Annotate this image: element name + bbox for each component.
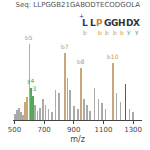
svg-text:P: P [96,18,103,28]
svg-text:b7: b7 [61,43,69,50]
svg-text:b: b [120,29,124,36]
svg-text:700: 700 [37,126,50,134]
svg-text:Seq: LLPGGB21GABODTECODGOLA: Seq: LLPGGB21GABODTECODGOLA [16,1,141,9]
svg-text:1300: 1300 [124,126,142,134]
svg-text:900: 900 [67,126,80,134]
svg-text:G: G [111,18,118,28]
svg-text:H: H [118,18,126,28]
svg-text:y3: y3 [29,85,37,93]
svg-text:L: L [82,18,88,28]
svg-text:b: b [105,29,109,36]
svg-text:X: X [133,18,140,28]
svg-text:y4: y4 [27,77,35,85]
svg-text:500: 500 [8,126,21,134]
svg-text:L: L [90,18,96,28]
svg-text:G: G [104,18,111,28]
svg-text:D: D [126,18,133,28]
svg-text:b: b [113,29,117,36]
svg-text:b5: b5 [25,34,33,41]
svg-text:1100: 1100 [95,126,113,134]
svg-text:b: b [98,29,102,36]
svg-text:+: + [79,12,84,19]
svg-text:y: y [127,28,131,36]
svg-text:m/z: m/z [70,135,85,144]
svg-text:b8: b8 [77,58,85,65]
svg-text:b10: b10 [107,53,119,60]
svg-text:b: b [83,29,87,36]
svg-text:y: y [135,28,139,36]
